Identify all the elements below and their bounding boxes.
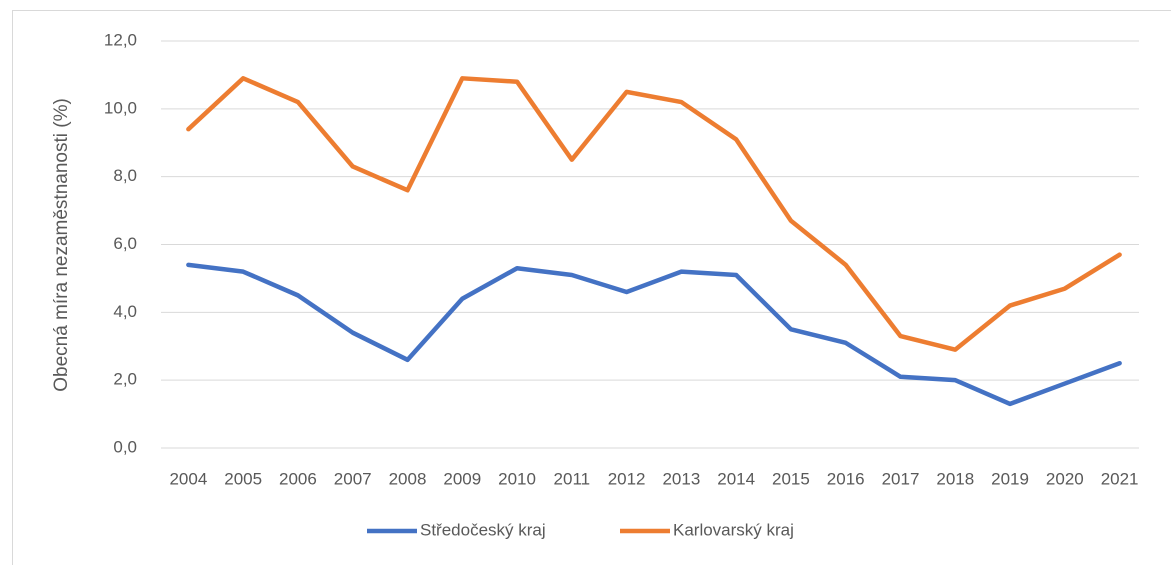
x-tick-label: 2010 [498, 469, 536, 488]
legend-label: Středočeský kraj [420, 520, 546, 539]
x-tick-label: 2021 [1101, 469, 1139, 488]
x-tick-label: 2015 [772, 469, 810, 488]
y-tick-label: 2,0 [113, 370, 137, 389]
x-tick-label: 2016 [827, 469, 865, 488]
x-tick-label: 2019 [991, 469, 1029, 488]
legend-label: Karlovarský kraj [673, 520, 794, 539]
y-tick-label: 12,0 [104, 30, 137, 49]
x-tick-label: 2007 [334, 469, 372, 488]
x-tick-label: 2014 [717, 469, 755, 488]
line-series [186, 262, 1122, 407]
x-tick-label: 2013 [662, 469, 700, 488]
x-tick-label: 2011 [554, 469, 591, 488]
line-series [186, 76, 1122, 352]
x-tick-label: 2005 [224, 469, 262, 488]
y-tick-label: 4,0 [113, 302, 137, 321]
x-tick-label: 2018 [936, 469, 974, 488]
y-tick-label: 8,0 [113, 166, 137, 185]
x-tick-label: 2017 [882, 469, 920, 488]
x-tick-label: 2004 [169, 469, 207, 488]
x-tick-label: 2020 [1046, 469, 1084, 488]
x-tick-label: 2009 [443, 469, 481, 488]
y-tick-label: 0,0 [113, 437, 137, 456]
y-tick-label: 10,0 [104, 98, 137, 117]
x-tick-label: 2012 [608, 469, 646, 488]
x-tick-label: 2006 [279, 469, 317, 488]
chart-border [12, 10, 1171, 565]
y-tick-label: 6,0 [113, 234, 137, 253]
y-axis-label: Obecná míra nezaměstnanosti (%) [51, 98, 72, 392]
x-tick-label: 2008 [389, 469, 427, 488]
